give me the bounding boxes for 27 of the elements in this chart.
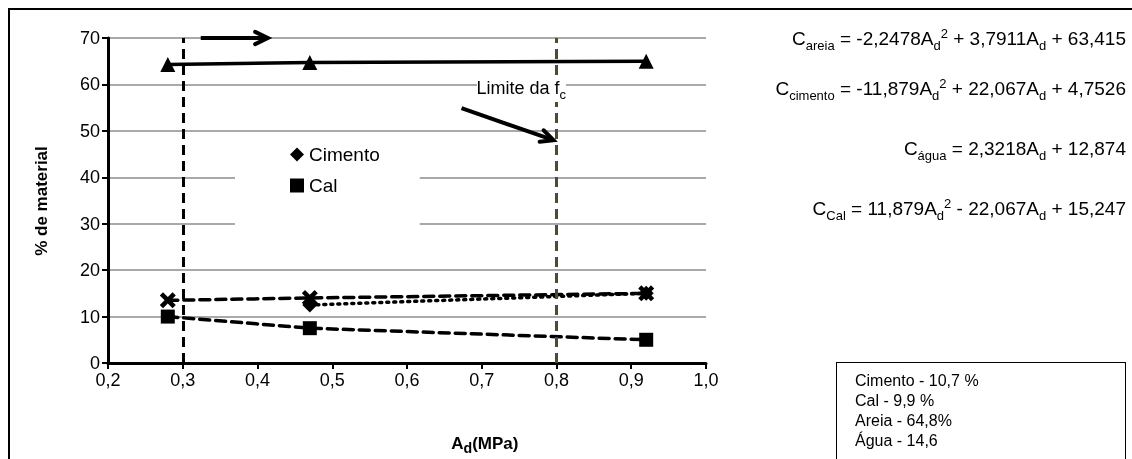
legend-label: Cimento: [309, 144, 380, 165]
x-tick-label: 0,2: [95, 370, 121, 390]
x-axis-title: A$_{d}$(MPa): [451, 434, 519, 457]
text: C$_{areia}$ = -2,2478A$_{d}$$^{2}$ + 3,7911A$_{d}$ + 63,415: [792, 26, 1126, 54]
y-tick-label: 70: [79, 28, 100, 48]
text: C$_{água}$ = 2,3218A$_{d}$ + 12,874: [903, 138, 1126, 163]
y-tick-label: 20: [79, 260, 100, 281]
y-tick-label: 0: [89, 353, 100, 373]
x-tick-label: 0,7: [469, 370, 495, 390]
y-tick-label: 30: [79, 213, 100, 234]
x-tick-label: 0,9: [618, 370, 644, 390]
y-tick-label: 40: [79, 167, 100, 188]
y-axis-title: % de material: [31, 145, 52, 256]
text: C$_{cimento}$ = -11,879A$_{d}$$^{2}$ + 22,067A$_{d}$ + 4,7526: [775, 76, 1126, 104]
text: C$_{Cal}$ = 11,879A$_{d}$$^{2}$ - 22,067A$_{d}$ + 15,247: [812, 196, 1126, 224]
x-tick-label: 0,6: [394, 370, 420, 390]
legend-label: Cal: [309, 175, 338, 196]
x-tick-label: 0,3: [170, 370, 196, 390]
y-tick-label: 10: [79, 306, 100, 327]
x-tick-label: 0,5: [319, 370, 345, 390]
x-tick-label: 0,4: [244, 370, 271, 390]
x-tick-label: 0,8: [543, 370, 570, 390]
y-tick-label: 50: [79, 120, 100, 141]
text: Cimento - 10,7 % Cal - 9,9 % Areia - 64,8% Água - 14,6: [836, 362, 1126, 459]
annotation: Limite da f$_{c}$: [476, 78, 567, 102]
y-tick-label: 60: [79, 74, 100, 95]
x-tick-label: 1,0: [693, 370, 719, 390]
